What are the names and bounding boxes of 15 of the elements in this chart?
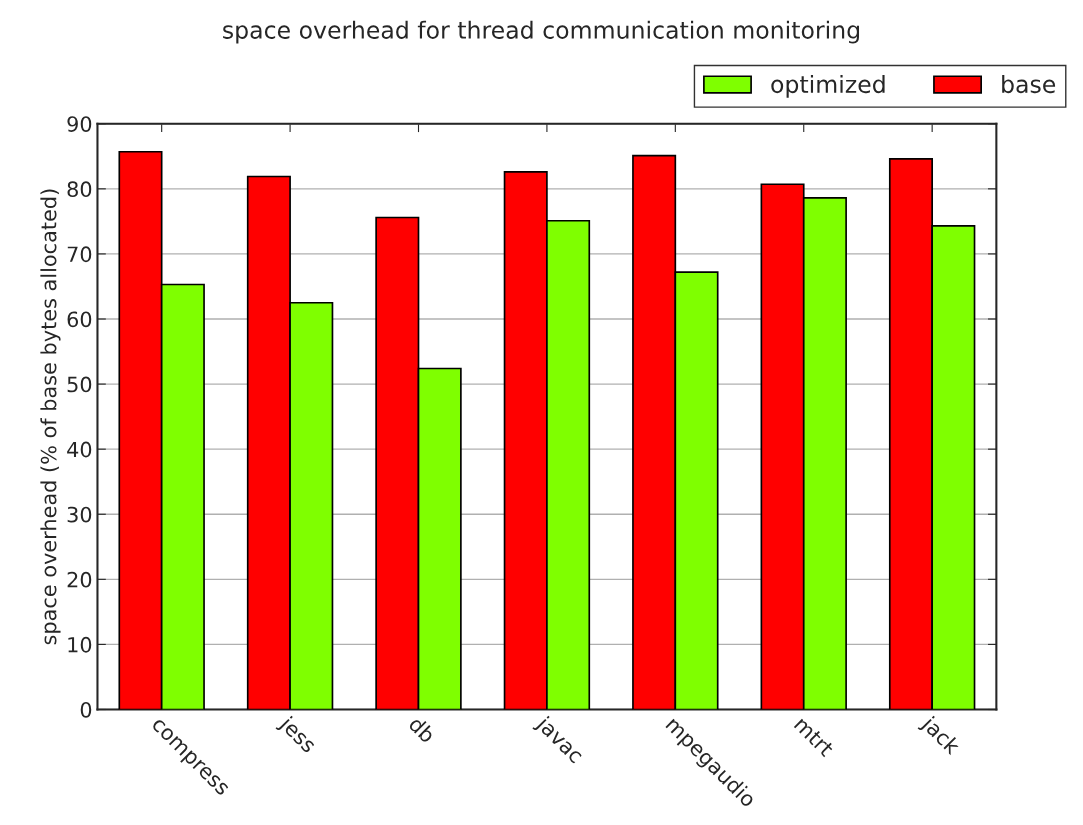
- y-tick-label: 40: [67, 441, 92, 458]
- y-tick-label: 10: [68, 636, 92, 653]
- chart-title: space overhead for thread communication monitoring: [223, 20, 860, 44]
- y-tick-label: 20: [67, 571, 92, 588]
- y-tick-label: 30: [67, 506, 92, 523]
- y-tick-label: 70: [67, 246, 92, 263]
- y-tick-label: 50: [67, 376, 92, 393]
- legend-label: base: [1002, 74, 1056, 94]
- y-tick-label: 0: [80, 701, 92, 718]
- y-tick-label: 60: [67, 311, 92, 328]
- legend-label: optimized: [771, 74, 885, 98]
- y-axis-title: space overhead (% of base bytes allocated): [40, 189, 61, 645]
- y-tick-label: 80: [67, 181, 92, 198]
- y-tick-label: 90: [67, 116, 92, 132]
- x-tick-label: db: [407, 715, 437, 744]
